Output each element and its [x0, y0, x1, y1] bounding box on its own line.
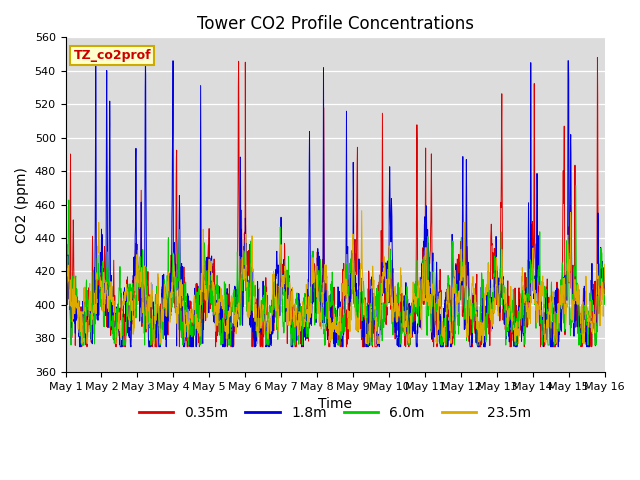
1.8m [601, 277, 609, 283]
6.0m [554, 312, 561, 318]
Line: 6.0m: 6.0m [65, 186, 605, 345]
23.5m [363, 332, 371, 337]
0.35m [568, 290, 576, 296]
6.0m [568, 308, 576, 314]
6.0m [351, 289, 358, 295]
0.35m [601, 283, 609, 289]
Y-axis label: CO2 (ppm): CO2 (ppm) [15, 167, 29, 242]
0.35m [363, 325, 371, 331]
1.8m [61, 274, 69, 280]
23.5m [554, 311, 561, 317]
Line: 1.8m: 1.8m [65, 61, 605, 347]
Legend: 0.35m, 1.8m, 6.0m, 23.5m: 0.35m, 1.8m, 6.0m, 23.5m [133, 400, 537, 425]
23.5m [351, 289, 358, 295]
23.5m [568, 313, 576, 319]
6.0m [601, 293, 609, 299]
23.5m [601, 262, 609, 267]
1.8m [568, 301, 576, 307]
0.35m [594, 55, 602, 60]
0.35m [212, 339, 220, 345]
23.5m [61, 296, 69, 301]
1.8m [554, 300, 561, 306]
Text: TZ_co2prof: TZ_co2prof [74, 49, 151, 62]
1.8m [76, 344, 84, 349]
X-axis label: Time: Time [318, 397, 352, 411]
1.8m [351, 294, 359, 300]
6.0m [363, 303, 371, 309]
23.5m [78, 340, 86, 346]
1.8m [92, 58, 100, 64]
0.35m [61, 238, 69, 243]
6.0m [572, 183, 580, 189]
6.0m [67, 342, 75, 348]
Title: Tower CO2 Profile Concentrations: Tower CO2 Profile Concentrations [196, 15, 474, 33]
6.0m [61, 254, 69, 260]
0.35m [492, 287, 500, 292]
23.5m [358, 208, 365, 214]
Line: 0.35m: 0.35m [65, 58, 605, 347]
0.35m [351, 240, 358, 245]
23.5m [212, 312, 220, 318]
0.35m [554, 295, 561, 301]
1.8m [212, 321, 220, 327]
23.5m [492, 283, 500, 288]
0.35m [76, 344, 83, 349]
6.0m [212, 281, 220, 287]
1.8m [363, 344, 371, 349]
6.0m [492, 264, 500, 270]
Line: 23.5m: 23.5m [65, 211, 605, 343]
1.8m [492, 234, 500, 240]
